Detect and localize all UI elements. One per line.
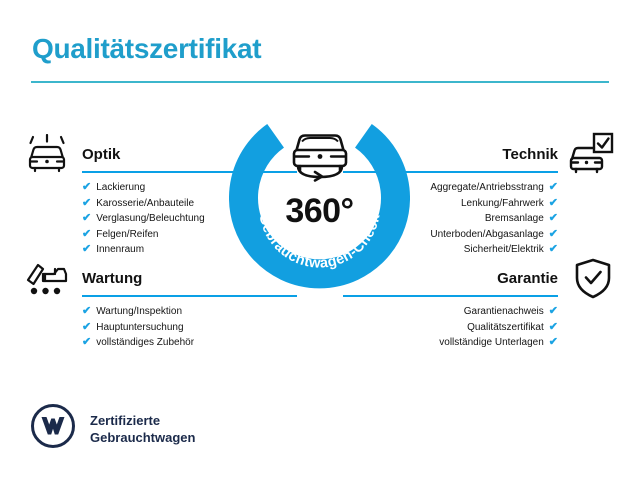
shield-check-icon [574,258,612,305]
list-item-label: Lackierung [96,182,146,193]
vw-roundel-logo [30,403,76,454]
list-item: ✔ Karosserie/Anbauteile [82,196,297,212]
section-header-optik: Optik [82,146,297,173]
car-front-rotate-icon [286,122,354,187]
list-item: ✔ vollständiges Zubehör [82,335,297,351]
section-optik: Optik ✔ Lackierung ✔ Karosserie/Anbautei… [82,146,297,258]
section-title: Garantie [497,270,558,287]
check-icon: ✔ [82,305,92,318]
list-item: ✔ Qualitätszertifikat [343,320,558,336]
section-underline [82,171,297,173]
list-item: ✔ Hauptuntersuchung [82,320,297,336]
section-underline [343,295,558,297]
car-checkbox-icon [568,132,614,179]
section-header-garantie: Garantie [343,270,558,297]
section-title: Optik [82,146,121,163]
list-item-label: Karosserie/Anbauteile [96,197,195,209]
car-shine-icon [24,133,70,179]
list-item: ✔ Unterboden/Abgasanlage [343,227,558,243]
footer-text: Zertifizierte Gebrauchtwagen [90,412,195,446]
list-item: ✔ Innenraum [82,242,297,258]
section-title: Technik [502,146,558,163]
section-wartung: Wartung ✔ Wartung/Inspektion ✔ Hauptunte… [82,270,297,351]
check-icon: ✔ [548,181,558,194]
list-item-label: Sicherheit/Elektrik [463,244,544,255]
checklist-garantie: ✔ Garantienachweis ✔ Qualitätszertifikat… [343,304,558,351]
check-icon: ✔ [548,243,558,256]
list-item-label: Wartung/Inspektion [96,306,183,317]
list-item: ✔ Wartung/Inspektion [82,304,297,320]
checklist-wartung: ✔ Wartung/Inspektion ✔ Hauptuntersuchung… [82,304,297,351]
list-item-label: Innenraum [96,244,145,255]
check-icon: ✔ [548,227,558,240]
list-item-label: vollständiges Zubehör [96,337,195,348]
360-check-badge: Gebrauchtwagen-Check 360° [229,117,410,298]
list-item: ✔ Lenkung/Fahrwerk [343,196,558,212]
list-item-label: Garantienachweis [463,306,544,317]
title-divider [31,81,609,83]
section-title: Wartung [82,270,143,287]
checklist-optik: ✔ Lackierung ✔ Karosserie/Anbauteile ✔ V… [82,180,297,258]
list-item: ✔ Felgen/Reifen [82,227,297,243]
section-underline [82,295,297,297]
section-underline [343,171,558,173]
list-item: ✔ Bremsanlage [343,211,558,227]
list-item: ✔ Lackierung [82,180,297,196]
list-item-label: vollständige Unterlagen [439,337,544,348]
list-item-label: Aggregate/Antriebsstrang [430,182,544,193]
list-item: ✔ Garantienachweis [343,304,558,320]
footer-brand: Zertifizierte Gebrauchtwagen [30,403,195,454]
check-icon: ✔ [82,181,92,194]
checklist-technik: ✔ Aggregate/Antriebsstrang ✔ Lenkung/Fah… [343,180,558,258]
check-icon: ✔ [548,320,558,333]
check-icon: ✔ [82,227,92,240]
section-header-technik: Technik [343,146,558,173]
list-item: ✔ Sicherheit/Elektrik [343,242,558,258]
section-header-wartung: Wartung [82,270,297,297]
footer-line-1: Zertifizierte [90,412,161,428]
check-icon: ✔ [548,336,558,349]
list-item: ✔ Aggregate/Antriebsstrang [343,180,558,196]
list-item-label: Verglasung/Beleuchtung [96,213,205,224]
list-item-label: Hauptuntersuchung [96,321,184,333]
list-item: ✔ vollständige Unterlagen [343,335,558,351]
list-item-label: Lenkung/Fahrwerk [460,197,544,209]
check-icon: ✔ [82,320,92,333]
list-item-label: Bremsanlage [484,213,544,224]
check-icon: ✔ [548,212,558,225]
check-icon: ✔ [548,305,558,318]
car-lift-service-icon [24,258,70,303]
list-item: ✔ Verglasung/Beleuchtung [82,211,297,227]
section-technik: Technik ✔ Aggregate/Antriebsstrang ✔ Len… [343,146,558,258]
check-icon: ✔ [82,196,92,209]
page-title: Qualitätszertifikat [32,33,262,64]
list-item-label: Felgen/Reifen [96,228,159,240]
check-icon: ✔ [548,196,558,209]
check-icon: ✔ [82,243,92,256]
section-garantie: Garantie ✔ Garantienachweis ✔ Qualitätsz… [343,270,558,351]
footer-line-2: Gebrauchtwagen [90,429,196,445]
check-icon: ✔ [82,212,92,225]
list-item-label: Qualitätszertifikat [467,321,544,333]
list-item-label: Unterboden/Abgasanlage [430,228,544,240]
check-icon: ✔ [82,336,92,349]
